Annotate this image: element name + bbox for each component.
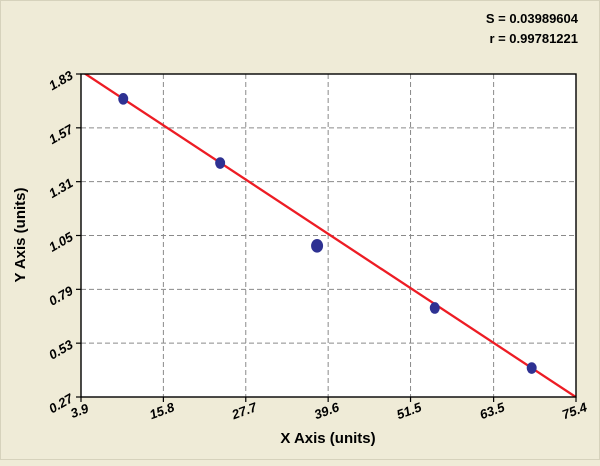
y-tick-label: 0.53 bbox=[46, 336, 76, 362]
y-tick-label: 1.83 bbox=[46, 67, 76, 93]
plot-layer: 3.9 15.8 27.7 39.6 51.5 63.5 75.40.270.530.791… bbox=[46, 67, 590, 422]
x-tick-label: 27.7 bbox=[229, 399, 260, 422]
y-tick-label: 0.79 bbox=[46, 283, 76, 309]
data-point bbox=[526, 362, 537, 374]
s-value-annotation: S = 0.03989604 bbox=[486, 11, 579, 26]
x-axis-title: X Axis (units) bbox=[280, 430, 375, 447]
regression-line bbox=[83, 74, 576, 397]
y-axis-title: Y Axis (units) bbox=[12, 187, 29, 282]
y-tick-label: 1.57 bbox=[46, 121, 76, 147]
plot-border bbox=[80, 73, 577, 398]
r-value-annotation: r = 0.99781221 bbox=[489, 31, 578, 46]
x-tick-label: 3.9 bbox=[68, 400, 91, 421]
data-point bbox=[118, 93, 129, 105]
y-tick-label: 1.05 bbox=[46, 229, 76, 255]
x-tick-label: 15.8 bbox=[147, 399, 177, 422]
data-point bbox=[311, 239, 324, 253]
y-tick-label: 1.31 bbox=[46, 175, 75, 201]
x-tick-label: 51.5 bbox=[395, 399, 425, 422]
data-point bbox=[215, 157, 226, 169]
x-tick-label: 39.6 bbox=[312, 399, 342, 422]
data-point bbox=[429, 302, 440, 314]
x-tick-label: 63.5 bbox=[478, 399, 508, 422]
fit-line-layer bbox=[83, 74, 576, 397]
x-tick-label: 75.4 bbox=[560, 399, 590, 422]
